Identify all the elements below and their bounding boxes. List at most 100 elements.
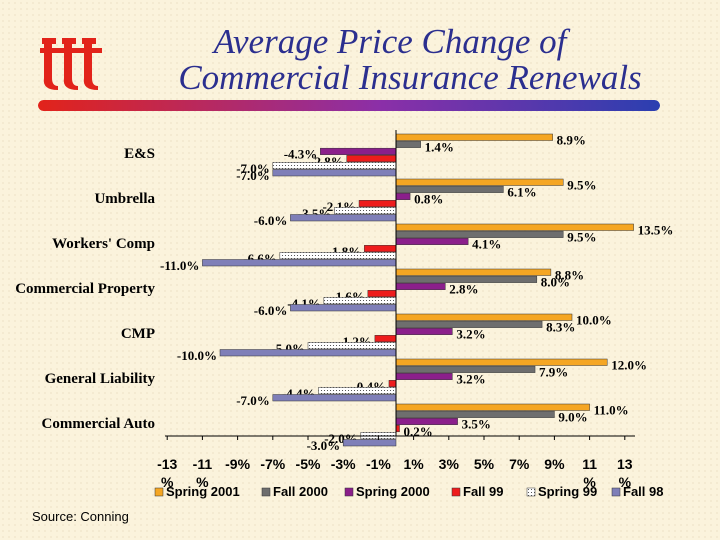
category-label: General Liability (45, 371, 156, 387)
x-tick-label: 3% (439, 456, 460, 472)
bar-fall-99 (364, 245, 397, 253)
x-tick-label: 13 (617, 456, 633, 472)
x-tick-label: 5% (474, 456, 495, 472)
data-label: 11.0% (594, 403, 629, 418)
data-label: 7.9% (539, 365, 568, 380)
legend-label: Spring 2001 (166, 484, 240, 499)
chart-title-line1: Average Price Change of (213, 22, 567, 61)
data-label: 8.8% (555, 268, 584, 283)
data-label: 8.0% (541, 275, 570, 290)
bar-fall-98 (290, 214, 397, 222)
bar-fall-98 (290, 304, 397, 312)
bar-fall-99 (358, 200, 397, 208)
data-label: -7.0% (236, 168, 270, 183)
legend-label: Spring 99 (538, 484, 597, 499)
bar-spring-99 (307, 342, 397, 350)
bar-fall-98 (219, 349, 397, 357)
category-label: Umbrella (94, 191, 155, 207)
x-tick-label: -3% (331, 456, 356, 472)
data-label: 3.2% (456, 372, 485, 387)
category-label: Workers' Comp (52, 236, 155, 252)
x-tick-label: -11 (193, 456, 213, 472)
data-label: 8.3% (546, 320, 575, 335)
x-tick-label: 9% (544, 456, 565, 472)
bar-spring-2000 (395, 282, 446, 290)
x-tick-label: -9% (225, 456, 250, 472)
x-tick-label: % (583, 474, 596, 490)
data-label: 0.2% (404, 424, 433, 439)
bar-spring-2001 (395, 133, 553, 141)
legend-swatch (261, 487, 271, 497)
bar-spring-2000 (395, 192, 411, 200)
bar-spring-2001 (395, 178, 564, 186)
data-label: 0.8% (414, 192, 443, 207)
category-label: Commercial Auto (42, 416, 155, 432)
data-label: 9.5% (567, 230, 596, 245)
data-label: 2.8% (449, 282, 478, 297)
category-label: Commercial Property (15, 281, 155, 297)
bar-spring-99 (318, 387, 397, 395)
x-tick-label: -5% (296, 456, 321, 472)
bar-spring-99 (334, 207, 397, 215)
legend-label: Fall 2000 (273, 484, 328, 499)
bar-fall-99 (346, 155, 397, 163)
bar-spring-99 (323, 297, 397, 305)
data-label: 9.5% (567, 178, 596, 193)
data-label: -3.0% (307, 438, 341, 453)
x-tick-label: -1% (366, 456, 391, 472)
legend-label: Fall 99 (463, 484, 503, 499)
bar-spring-2001 (395, 223, 634, 231)
chart-title-line2: Commercial Insurance Renewals (178, 58, 642, 97)
bar-fall-99 (395, 425, 400, 433)
bar-spring-2000 (395, 237, 469, 245)
title-underline (38, 100, 660, 111)
bar-spring-99 (279, 252, 397, 260)
x-tick-label: % (161, 474, 174, 490)
data-label: -6.0% (254, 303, 288, 318)
x-tick-label: % (619, 474, 632, 490)
data-label: -10.0% (177, 348, 217, 363)
bar-fall-98 (272, 169, 397, 177)
bar-fall-2000 (395, 185, 504, 193)
x-tick-label: -7% (260, 456, 285, 472)
data-label: -7.0% (236, 161, 270, 176)
data-label: 8.9% (557, 133, 586, 148)
bar-fall-98 (272, 394, 397, 402)
bar-spring-2001 (395, 358, 608, 366)
data-label: 12.0% (611, 358, 647, 373)
legend-swatch (344, 487, 354, 497)
data-label: -6.0% (254, 213, 288, 228)
data-label: 9.0% (558, 410, 587, 425)
source-note: Source: Conning (32, 509, 129, 524)
data-label: 1.4% (425, 140, 454, 155)
legend-swatch (451, 487, 461, 497)
data-label: 4.1% (472, 237, 501, 252)
data-label: -4.3% (284, 147, 318, 162)
x-tick-label: 11 (582, 456, 597, 472)
data-label: -11.0% (160, 258, 199, 273)
bar-fall-98 (202, 259, 397, 267)
bar-fall-99 (367, 290, 397, 298)
bar-spring-99 (272, 162, 397, 170)
x-tick-label: 7% (509, 456, 530, 472)
data-label: 3.2% (456, 327, 485, 342)
bar-fall-98 (342, 439, 397, 447)
legend-label: Spring 2000 (356, 484, 430, 499)
bar-spring-2000 (395, 372, 453, 380)
bar-fall-99 (374, 335, 397, 343)
category-label: CMP (121, 326, 155, 342)
x-tick-label: % (196, 474, 209, 490)
bar-fall-99 (388, 380, 397, 388)
data-label: 3.5% (462, 417, 491, 432)
data-label: -7.0% (236, 393, 270, 408)
data-label: 13.5% (638, 223, 674, 238)
legend-swatch (154, 487, 164, 497)
bar-spring-2001 (395, 268, 552, 276)
x-tick-label: -13 (157, 456, 177, 472)
bar-fall-2000 (395, 140, 421, 148)
data-label: 6.1% (507, 185, 536, 200)
legend-label: Fall 98 (623, 484, 663, 499)
category-label: E&S (124, 146, 155, 162)
bar-spring-2000 (395, 327, 453, 335)
iii-logo-icon (40, 38, 102, 90)
